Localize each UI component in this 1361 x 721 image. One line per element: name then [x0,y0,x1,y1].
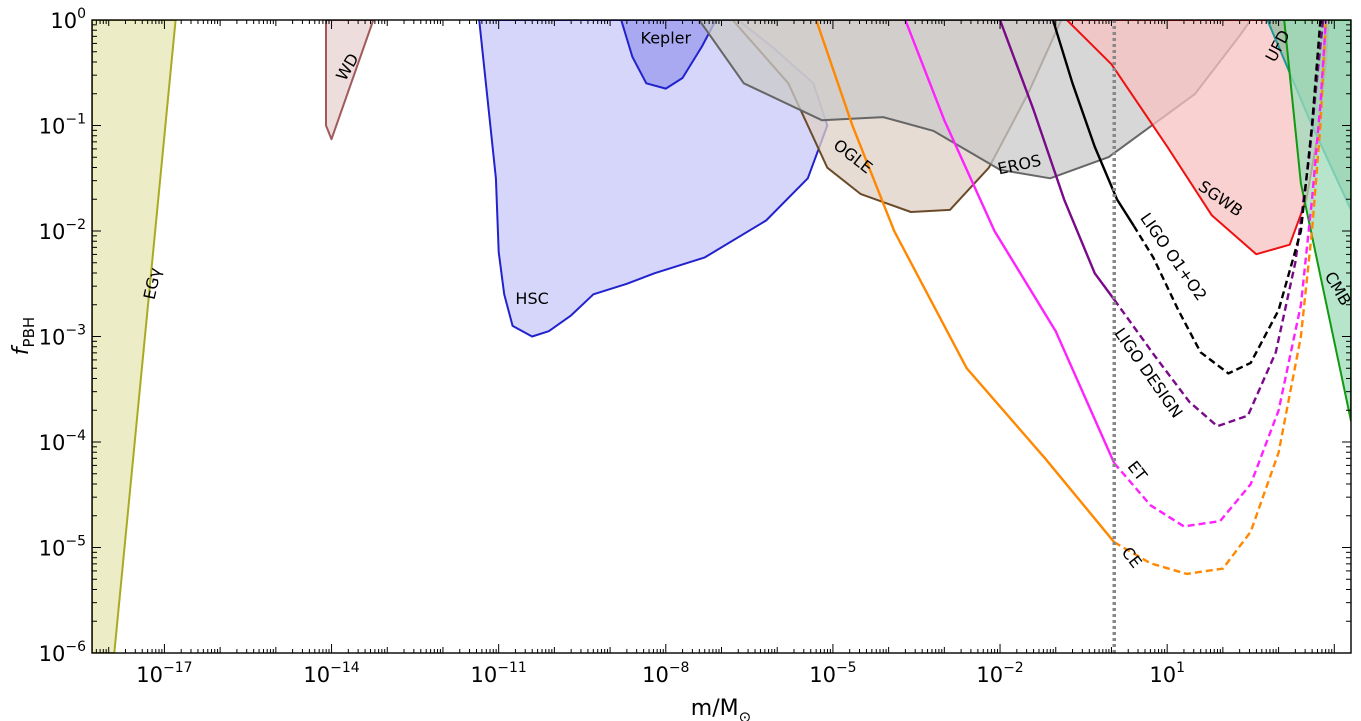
curve-label: HSC [515,289,548,308]
line-dashed-3 [1132,20,1322,375]
constraint-regions [92,20,1351,653]
forecast-lines [815,20,1328,576]
x-tick-label: 10−5 [809,660,856,687]
curve-label: LIGO DESIGN [1110,324,1186,421]
line-dashed-0 [1113,20,1328,576]
region-8 [1283,20,1351,422]
y-tick-label: 10−2 [39,217,86,244]
y-axis-label: fPBH [9,317,38,355]
y-tick-label: 100 [50,6,86,33]
region-0 [92,20,177,653]
y-tick-label: 10−5 [39,534,86,561]
line-solid-1 [904,20,1116,464]
y-tick-label: 10−4 [39,428,86,455]
x-tick-label: 10−17 [136,660,192,687]
region-1 [325,20,375,141]
line-solid-2 [998,20,1116,301]
x-tick-label: 10−8 [642,660,689,687]
x-tick-label: 10−2 [976,660,1023,687]
x-axis-label: m/M⊙ [691,696,751,721]
axis-tick-labels: 10−17 10−14 10−11 10−8 10−5 10−2 101 100 10−1 10−… [39,6,1185,687]
x-tick-label: 10−11 [471,660,527,687]
line-solid-3 [1051,20,1135,227]
x-tick-label: 101 [1149,660,1185,687]
curve-label: LIGO O1+O2 [1136,209,1210,304]
curve-label: Kepler [641,28,692,47]
line-solid-0 [815,20,1116,543]
y-tick-label: 10−3 [39,323,86,350]
y-tick-label: 10−1 [39,112,86,139]
curve-label: CE [1118,543,1146,571]
line-dashed-2 [1113,20,1325,428]
line-dashed-1 [1113,20,1328,528]
axis-ticks [92,19,1351,654]
y-tick-label: 10−6 [39,639,86,666]
x-tick-label: 10−14 [303,660,359,687]
